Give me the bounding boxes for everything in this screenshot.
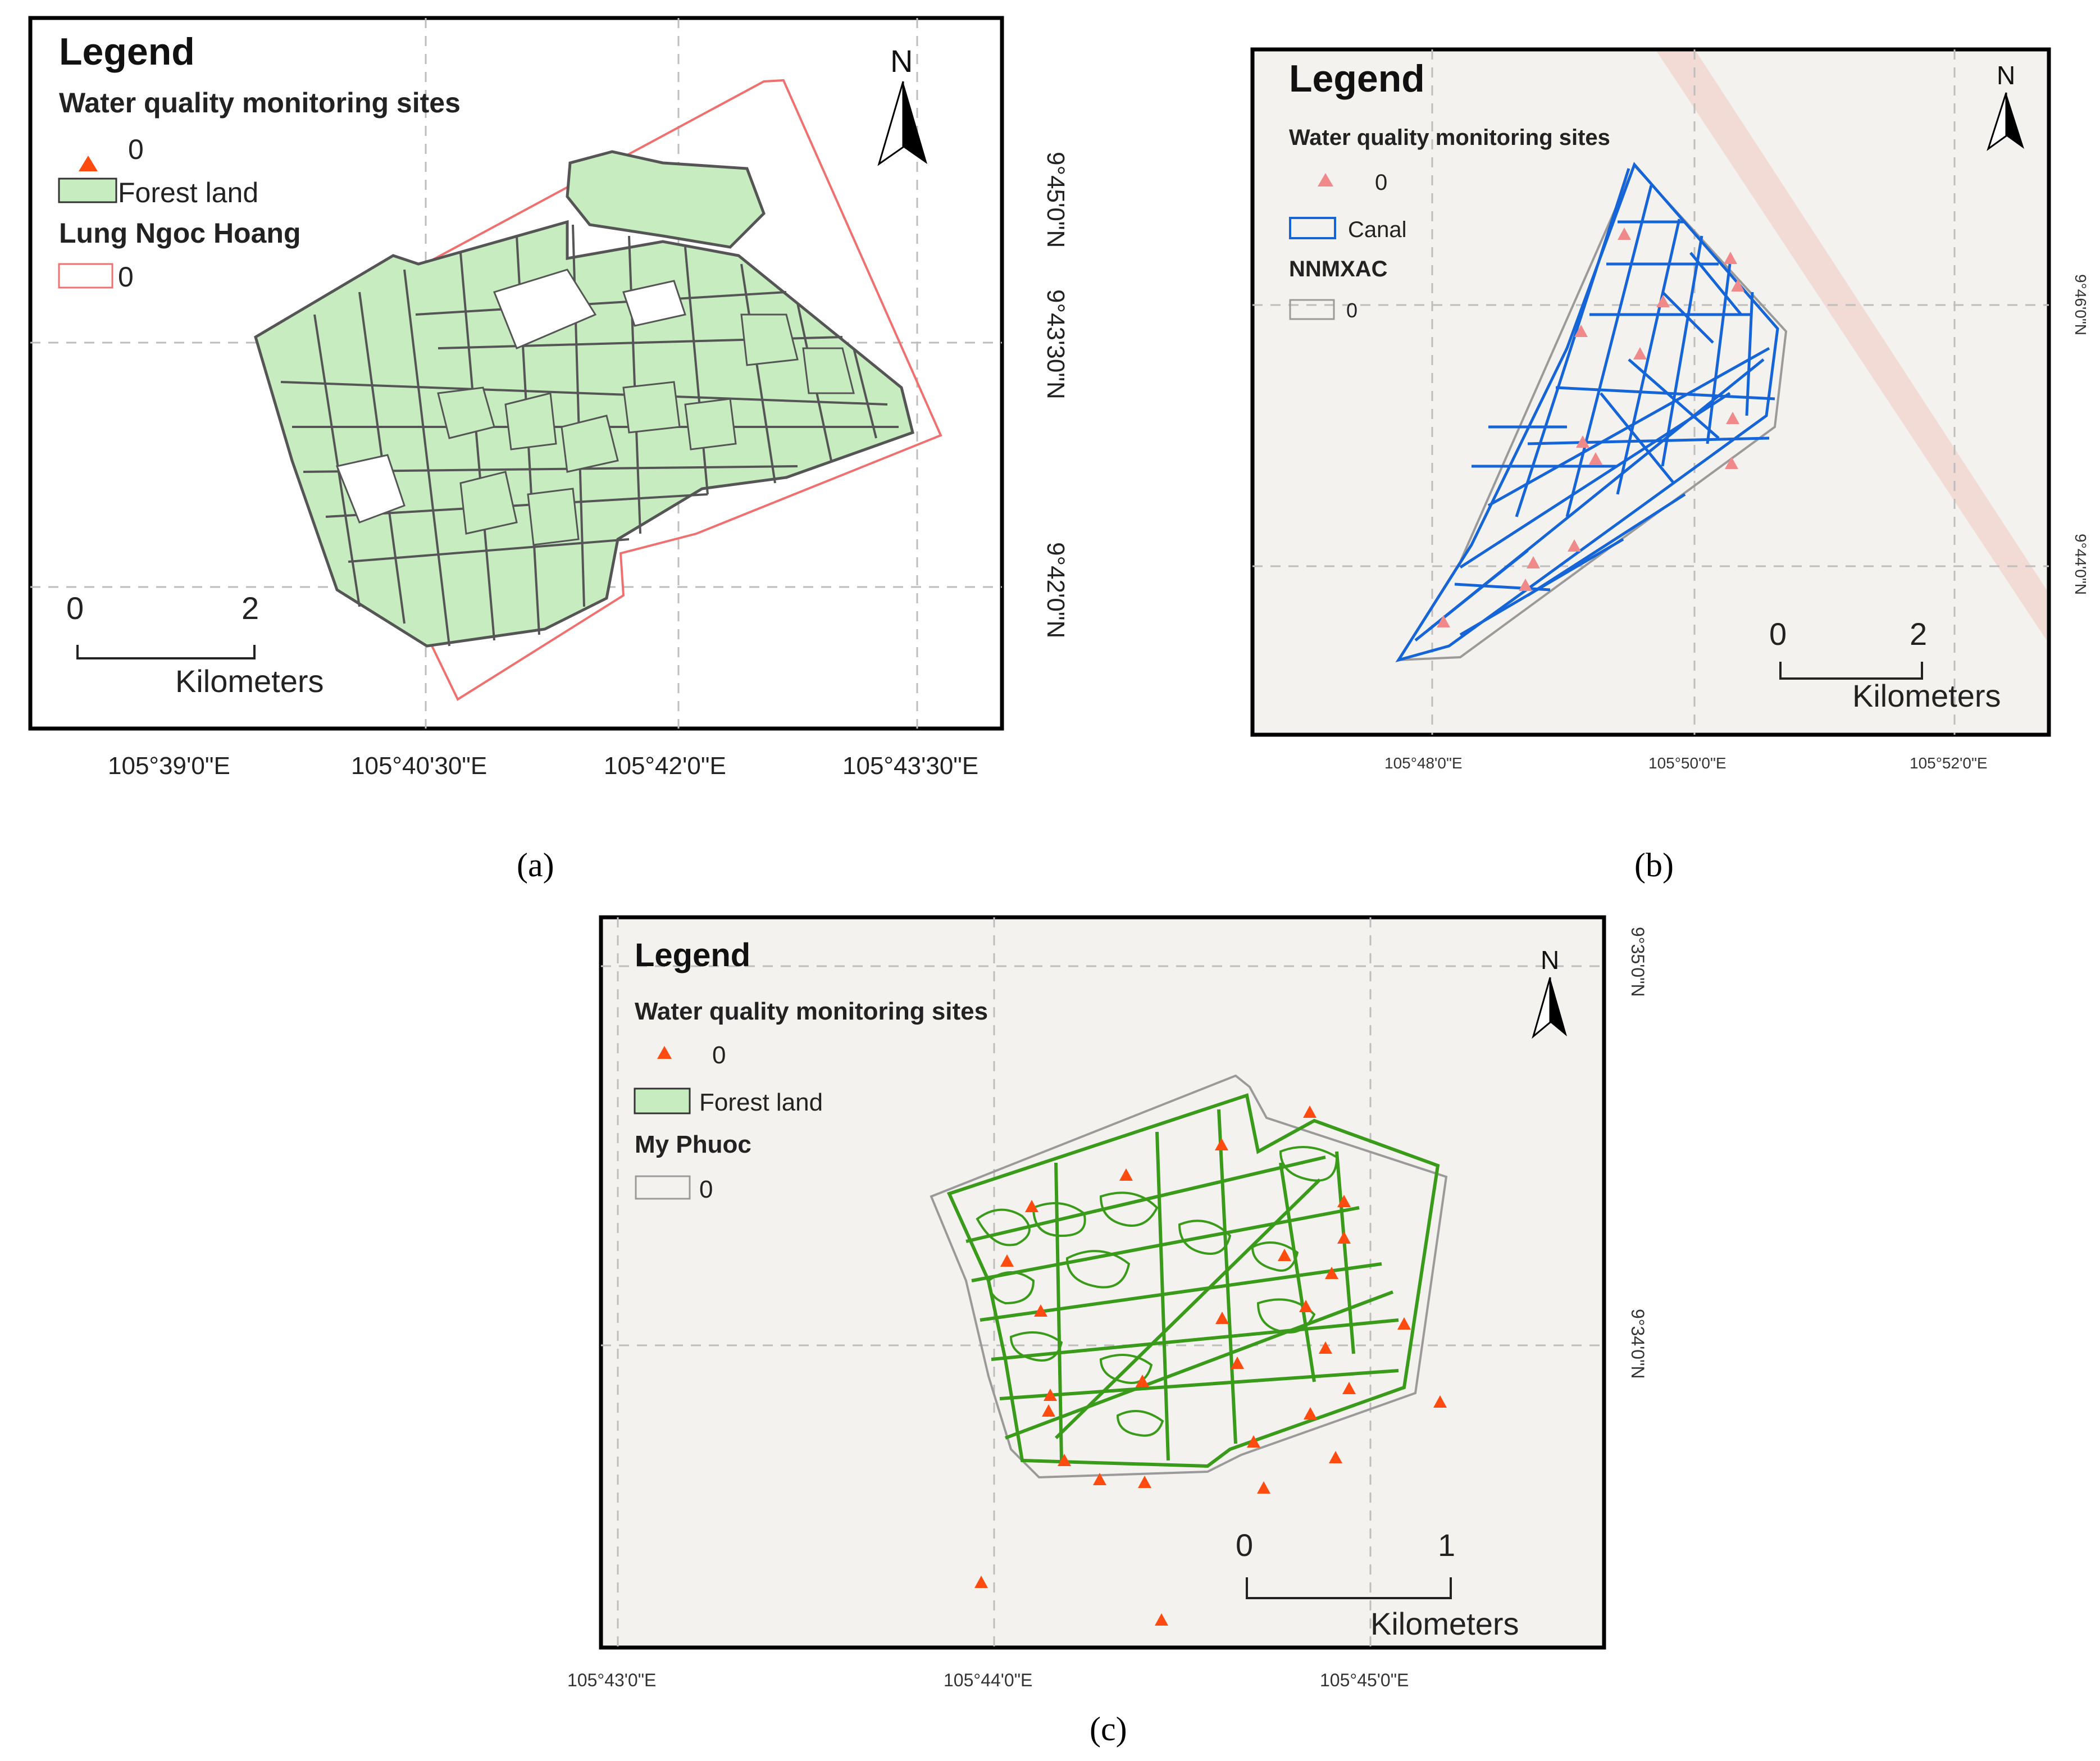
panel-b-legend-boundary-value: 0 — [1346, 299, 1358, 322]
panel-c-x-tick: 105°43'0"E — [567, 1670, 656, 1690]
panel-c-scale-start: 0 — [1236, 1527, 1253, 1563]
panel-a-x-tick: 105°39'0"E — [108, 752, 230, 780]
panel-c-legend-boundary-value: 0 — [699, 1176, 713, 1203]
panel-b-monitoring-sites — [1437, 227, 1744, 627]
panel-a-scale-end: 2 — [242, 590, 259, 626]
panel-b-y-tick: 9°44'0"N — [2072, 534, 2089, 595]
panel-b-legend-canal-label: Canal — [1348, 217, 1407, 242]
panel-b-legend-sites-value: 0 — [1375, 170, 1387, 195]
panel-c-legend-forest-swatch — [634, 1087, 691, 1114]
panel-c-legend-heading-boundary: My Phuoc — [635, 1131, 751, 1158]
panel-b-scale-end: 2 — [1910, 616, 1927, 652]
panel-a-legend-title: Legend — [59, 30, 195, 73]
panel-b-label: (b) — [1634, 847, 1674, 884]
panel-c-y-tick: 9°34'0"N — [1628, 1309, 1648, 1379]
panel-a-scale-start: 0 — [66, 590, 84, 626]
panel-c-legend-heading-sites: Water quality monitoring sites — [635, 998, 988, 1025]
panel-a-y-tick: 9°42'0"N — [1042, 542, 1069, 638]
panel-b-x-tick: 105°52'0"E — [1910, 754, 1988, 772]
panel-c-x-tick: 105°44'0"E — [944, 1670, 1032, 1690]
panel-c-legend-forest-label: Forest land — [699, 1089, 823, 1116]
panel-b-legend-title: Legend — [1289, 57, 1425, 100]
panel-a-legend-forest-swatch — [58, 178, 117, 203]
panel-a-label: (a) — [517, 847, 554, 884]
panel-b-legend-boundary-swatch — [1289, 299, 1335, 320]
panel-b-scale-unit: Kilometers — [1852, 678, 2001, 713]
panel-c-forest-patches — [976, 1146, 1338, 1437]
panel-b-x-tick: 105°48'0"E — [1384, 754, 1463, 772]
panel-a-north-arrow-icon: N — [877, 43, 927, 166]
svg-text:N: N — [1541, 945, 1559, 975]
panel-b-legend-heading-sites: Water quality monitoring sites — [1289, 125, 1610, 150]
panel-c-frame — [599, 915, 1606, 1650]
panel-c-boundary-polygon — [930, 1074, 1448, 1479]
panel-c-legend-title: Legend — [635, 937, 750, 973]
panel-a-x-tick: 105°40'30"E — [351, 752, 487, 780]
svg-text:N: N — [890, 43, 913, 79]
panel-a-legend-boundary-value: 0 — [118, 261, 134, 293]
panel-b: Legend Water quality monitoring sites 0 … — [1250, 47, 2089, 884]
panel-b-scale-bar: 0 2 Kilometers — [1769, 616, 2001, 713]
panel-c-monitoring-sites — [974, 1105, 1447, 1626]
panel-b-scale-start: 0 — [1769, 616, 1787, 652]
panel-a-legend-forest-label: Forest land — [118, 177, 258, 208]
panel-b-canal-network — [1395, 162, 1779, 663]
panel-a-legend-heading-sites: Water quality monitoring sites — [59, 87, 461, 119]
svg-text:N: N — [1997, 61, 2015, 90]
panel-a-x-tick: 105°42'0"E — [604, 752, 726, 780]
panel-b-basemap-band — [1657, 52, 2047, 640]
panel-c: Legend Water quality monitoring sites 0 … — [567, 915, 1648, 1748]
panel-b-north-arrow-icon: N — [1987, 61, 2024, 151]
panel-c-north-arrow-icon: N — [1532, 945, 1567, 1039]
panel-a-x-tick: 105°43'30"E — [842, 752, 978, 780]
panel-a-legend-boundary-swatch — [58, 263, 113, 289]
panel-a-legend-heading-boundary: Lung Ngoc Hoang — [59, 217, 301, 249]
panel-b-legend-triangle-icon — [1318, 173, 1333, 186]
panel-a-y-tick: 9°45'0"N — [1042, 152, 1069, 248]
panel-b-y-tick: 9°46'0"N — [2072, 274, 2089, 335]
panel-c-label: (c) — [1090, 1710, 1127, 1748]
panel-b-legend-heading-boundary: NNMXAC — [1289, 257, 1388, 281]
panel-c-y-tick: 9°35'0"N — [1628, 927, 1648, 997]
panel-a-y-tick: 9°43'30"N — [1042, 289, 1069, 399]
panel-c-scale-bar: 0 1 Kilometers — [1236, 1527, 1519, 1641]
panel-b-legend-canal-swatch — [1289, 217, 1336, 239]
panel-c-x-tick: 105°45'0"E — [1320, 1670, 1409, 1690]
panel-c-legend-sites-value: 0 — [712, 1041, 726, 1069]
panel-b-x-tick: 105°50'0"E — [1648, 754, 1727, 772]
panel-c-scale-end: 1 — [1438, 1527, 1455, 1563]
panel-c-scale-unit: Kilometers — [1370, 1606, 1519, 1641]
panel-a-scale-unit: Kilometers — [175, 663, 324, 699]
panel-c-legend-triangle-icon — [657, 1046, 672, 1059]
panel-a-legend-sites-value: 0 — [128, 134, 144, 165]
panel-a-legend-triangle-icon — [79, 156, 98, 171]
panel-c-forest-land — [946, 1093, 1440, 1468]
panel-a: Legend Water quality monitoring sites 0 … — [28, 16, 1069, 884]
panel-a-forest-land — [254, 150, 914, 648]
panel-a-scale-bar: 0 2 Kilometers — [66, 590, 324, 699]
panel-c-legend-boundary-swatch — [635, 1175, 691, 1200]
